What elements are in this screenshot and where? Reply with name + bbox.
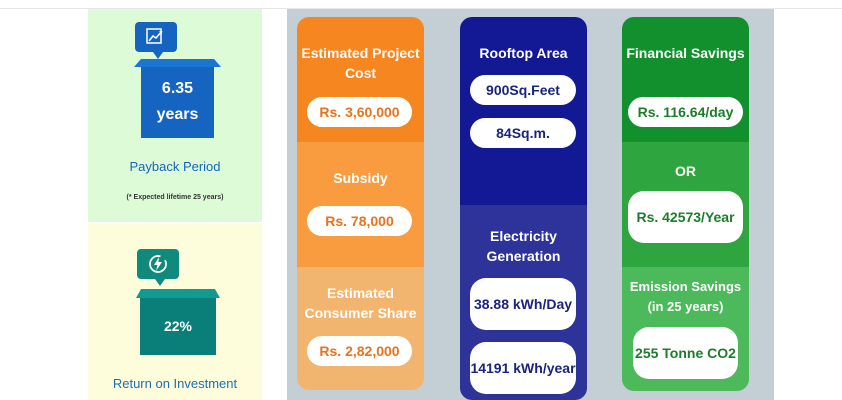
roi-value-box: 22% [140,297,216,355]
energy-cycle-icon [137,249,179,286]
rooftop-area-section: Rooftop Area 900Sq.Feet 84Sq.m. [460,17,587,205]
consumer-share-title: Estimated Consumer Share [304,285,417,321]
rooftop-area-title: Rooftop Area [479,45,568,61]
subsidy-section: Subsidy Rs. 78,000 [297,142,424,267]
rooftop-area-feet: 900Sq.Feet [470,75,576,105]
cost-column: Estimated Project Cost Rs. 3,60,000 Subs… [297,17,424,390]
chart-growth-icon [135,22,177,59]
payback-unit: years [156,106,199,123]
roi-value: 22% [163,318,193,334]
top-divider [0,8,842,9]
payback-value: 6.35 [161,80,194,97]
emission-value: 255 Tonne CO2 [633,327,738,379]
payback-card: 6.35 years Payback Period (* Expected li… [88,9,262,222]
financial-savings-section: Financial Savings Rs. 116.64/day [622,17,749,142]
or-section: OR Rs. 42573/Year [622,142,749,267]
emission-section: Emission Savings (in 25 years) 255 Tonne… [622,267,749,391]
subsidy-title: Subsidy [333,170,388,186]
savings-per-year: Rs. 42573/Year [628,191,743,243]
project-cost-value: Rs. 3,60,000 [307,97,412,127]
consumer-share-value: Rs. 2,82,000 [307,336,412,366]
generation-section: Electricity Generation 38.88 kWh/Day 141… [460,205,587,400]
finance-column: Financial Savings Rs. 116.64/day OR Rs. … [622,17,749,391]
generation-title: Electricity Generation [486,228,561,264]
project-cost-section: Estimated Project Cost Rs. 3,60,000 [297,17,424,142]
generation-day: 38.88 kWh/Day [470,278,576,330]
roi-label: Return on Investment [112,376,238,391]
emission-title: Emission Savings (in 25 years) [629,279,742,314]
or-label: OR [675,163,696,179]
savings-per-day: Rs. 116.64/day [628,97,743,127]
consumer-share-section: Estimated Consumer Share Rs. 2,82,000 [297,267,424,390]
rooftop-area-meters: 84Sq.m. [470,118,576,148]
roi-card: 22% Return on Investment [88,224,262,400]
rooftop-column: Rooftop Area 900Sq.Feet 84Sq.m. Electric… [460,17,587,400]
generation-year: 14191 kWh/year [470,342,576,394]
payback-value-box: 6.35 years [141,66,214,138]
subsidy-value: Rs. 78,000 [307,206,412,236]
financial-savings-title: Financial Savings [626,45,745,61]
project-cost-title: Estimated Project Cost [301,45,420,81]
lifetime-note: (* Expected lifetime 25 years) [126,194,224,201]
payback-label: Payback Period [129,159,221,174]
